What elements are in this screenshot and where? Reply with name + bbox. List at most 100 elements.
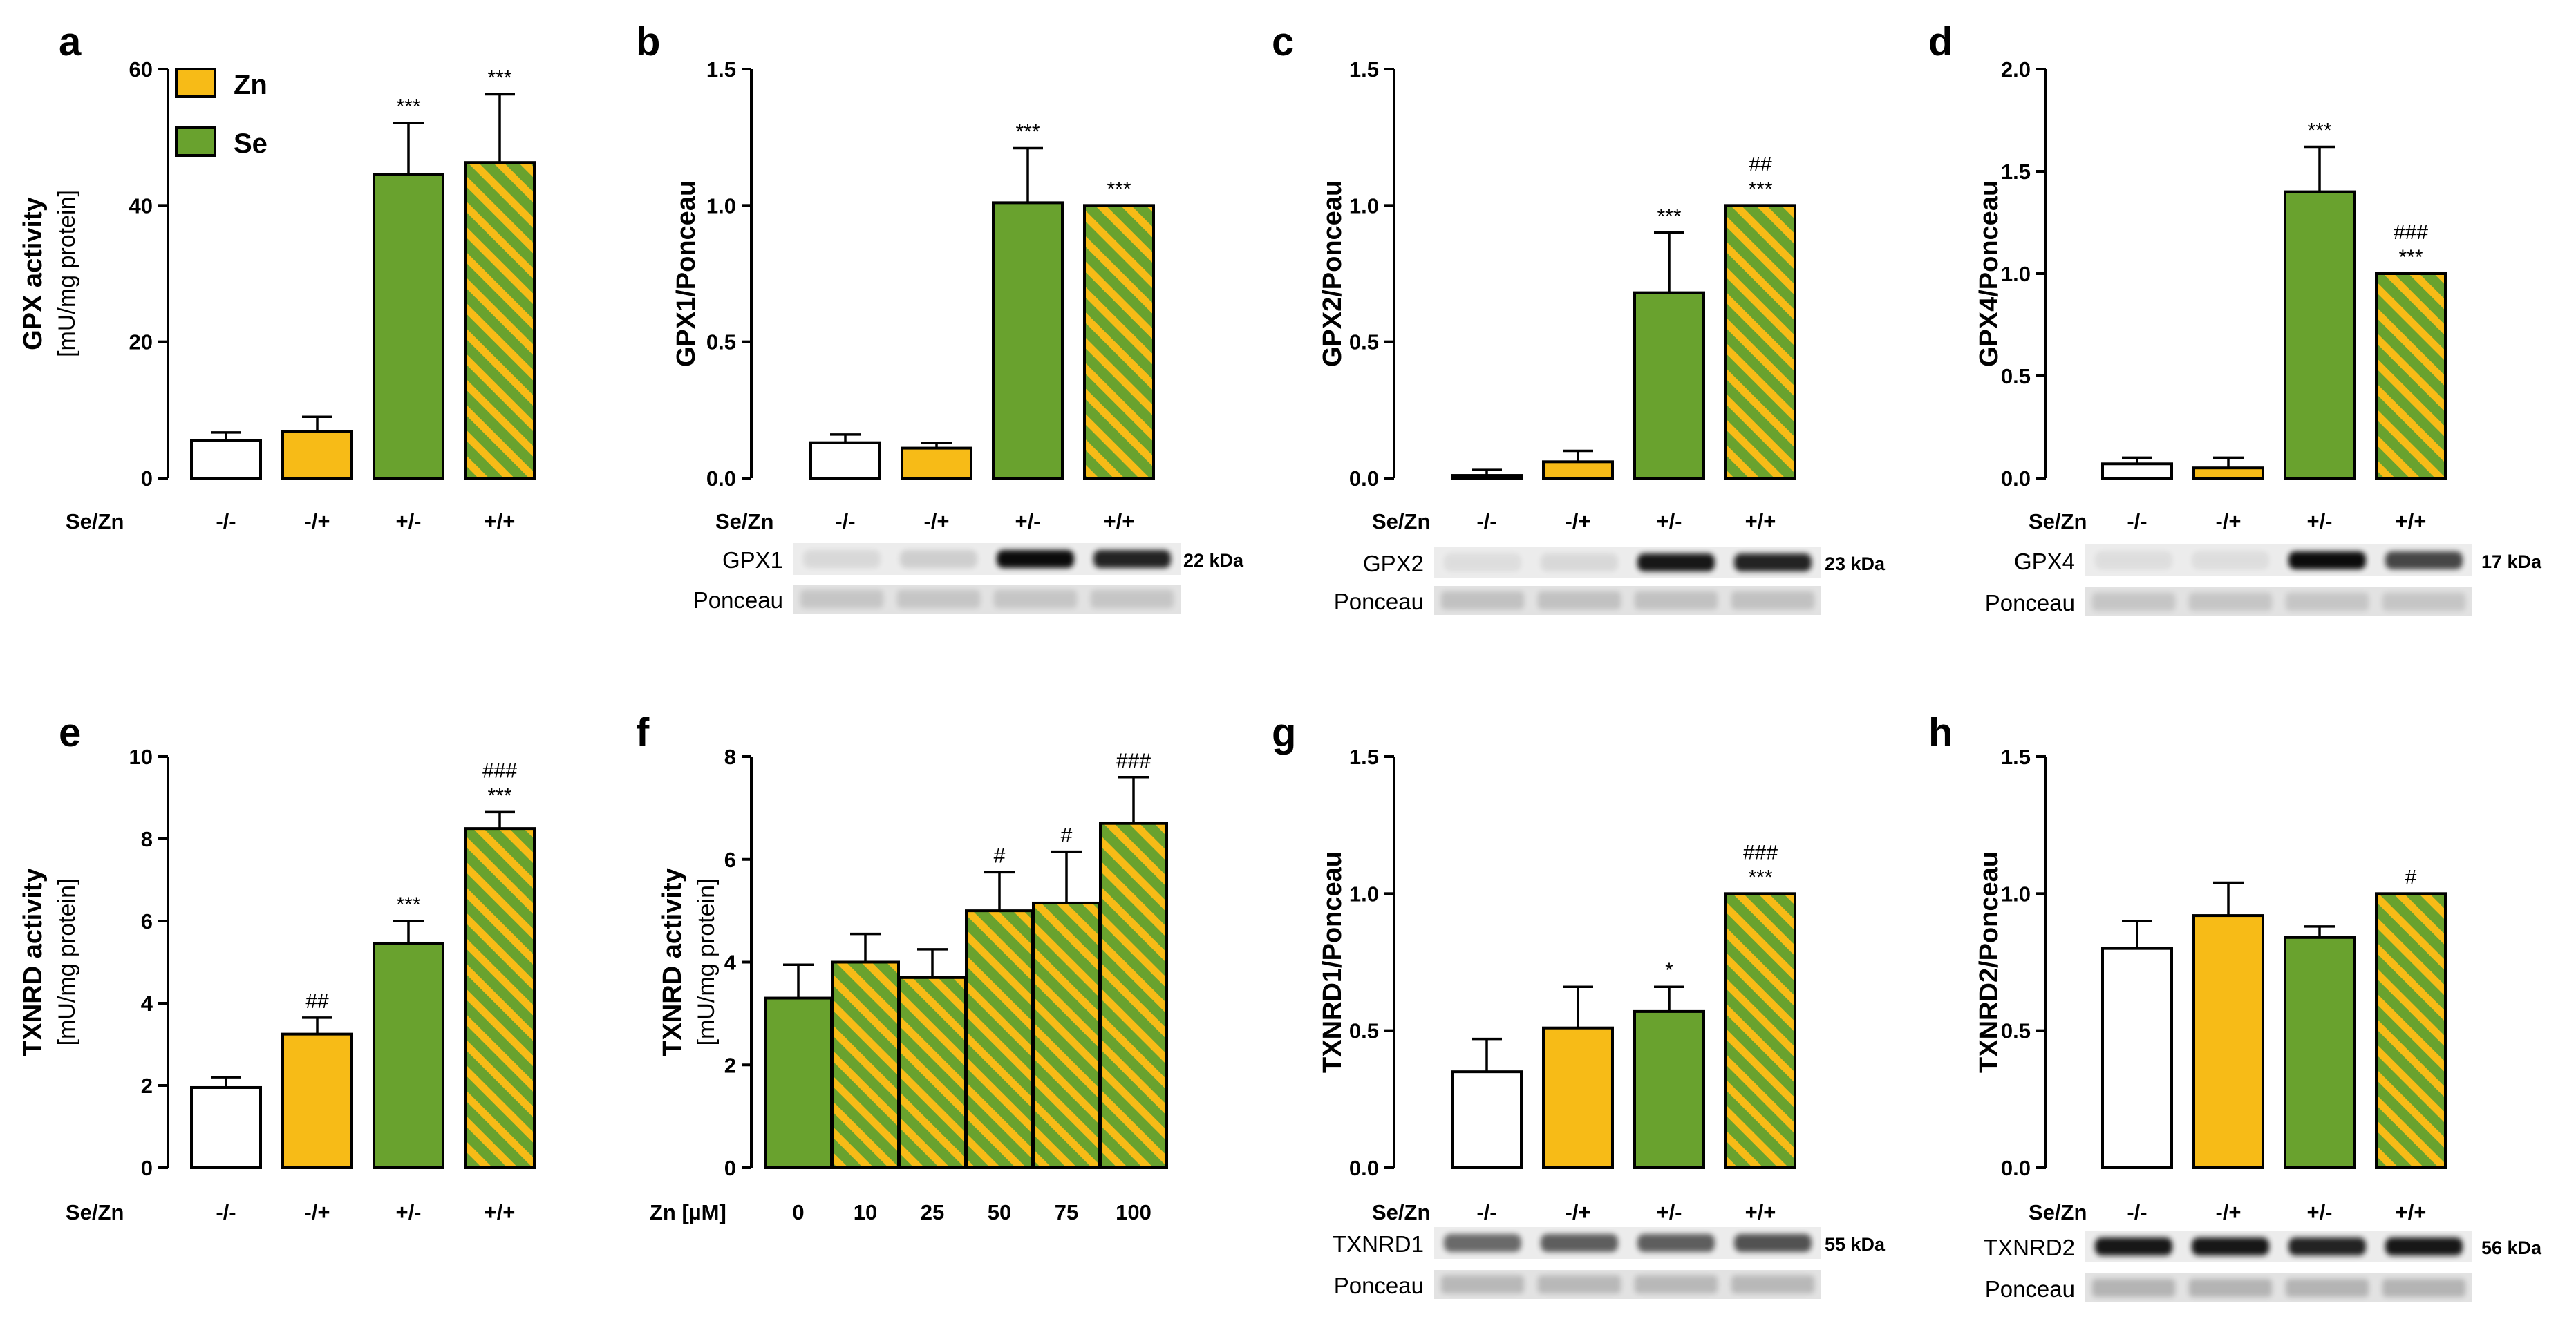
x-category-label: +/+ [485, 509, 516, 533]
y-axis-title: TXNRD1/Ponceau [1318, 851, 1347, 1073]
significance-label: *** [487, 784, 511, 807]
y-axis-title: TXNRD activity [19, 868, 48, 1056]
y-tick-label: 0.5 [2001, 364, 2031, 388]
blot-band [2192, 1237, 2269, 1255]
ponceau-band [1441, 591, 1524, 609]
x-axis-title: Se/Zn [715, 509, 773, 533]
blot-band [900, 550, 977, 568]
y-axis: 0.0 0.5 1.0 1.5 [1349, 57, 1395, 491]
panel-d: d0.00.51.01.52.0GPX4/Ponceau******###-/-… [1928, 19, 2542, 616]
y-axis: 0 2 4 6 8 10 [129, 745, 169, 1180]
blot-band [997, 550, 1074, 568]
blot-protein-label: TXNRD1 [1333, 1231, 1424, 1257]
bar-+/+ [1724, 204, 1796, 480]
y-tick-label: 1.5 [706, 57, 736, 82]
bar-series: ****### [1451, 841, 1796, 1170]
y-tick-label: 20 [129, 330, 153, 354]
y-tick-label: 1.5 [2001, 745, 2031, 769]
ponceau-band [1731, 591, 1814, 609]
bar-+/+ [464, 827, 536, 1169]
y-tick-label: 0.0 [1349, 466, 1379, 491]
bar--/+ [1542, 1026, 1614, 1169]
bar-+/+ [464, 161, 536, 480]
significance-label: ## [1749, 153, 1772, 176]
ponceau-band [2286, 1279, 2369, 1297]
y-axis-subtitle: [mU/mg protein] [693, 879, 720, 1046]
significance-label: *** [1748, 866, 1772, 889]
y-tick-label: 0.5 [1349, 330, 1379, 354]
panel-h: h 0.0 0.5 1.0 1.5 TXNRD2/Ponceau # -/- -/+ +/- +/+… [1928, 710, 2542, 1302]
legend-label: Zn [234, 70, 267, 100]
ponceau-band [1538, 1275, 1621, 1293]
x-category-label: -/- [1476, 509, 1496, 533]
bar--/- [809, 441, 881, 480]
significance-label: *** [2307, 119, 2331, 142]
blot-loading-label: Ponceau [1985, 1276, 2075, 1302]
western-blot: TXNRD1 Ponceau 55 kDa [1333, 1227, 1886, 1299]
y-tick-label: 0 [141, 466, 153, 491]
x-category-label: -/- [2127, 1200, 2147, 1224]
bar--/+ [2192, 914, 2264, 1169]
x-category-label: +/- [395, 1200, 421, 1224]
panel-e: e 0 2 4 6 8 10 TXNRD activity [mU/mg protein] ## *… [19, 710, 536, 1224]
blot-band [2095, 1237, 2172, 1255]
significance-label: ## [305, 990, 329, 1013]
significance-label: *** [396, 95, 420, 118]
bar-100 [1099, 822, 1168, 1169]
y-tick-label: 2 [724, 1053, 736, 1077]
x-category-label: +/+ [485, 1200, 516, 1224]
significance-label: *** [487, 67, 511, 90]
x-category-label: -/+ [923, 509, 949, 533]
y-tick-label: 1.0 [2001, 262, 2031, 286]
y-tick-label: 8 [724, 745, 736, 769]
bar-series: ******### [2101, 119, 2447, 480]
y-tick-label: 4 [724, 951, 737, 975]
bar-series: ##### [764, 750, 1168, 1169]
bar-series: *** *** [809, 120, 1155, 480]
x-category-label: +/- [395, 509, 421, 533]
y-tick-label: 60 [129, 57, 153, 82]
western-blot: TXNRD2 Ponceau 56 kDa [1984, 1231, 2542, 1302]
y-tick-label: 1.0 [1349, 193, 1379, 218]
bar--/+ [2192, 466, 2264, 480]
y-tick-label: 2 [141, 1074, 153, 1098]
bar--/+ [1542, 460, 1614, 480]
panel-letter: e [59, 710, 81, 755]
bar-25 [898, 976, 967, 1169]
x-category-label: 25 [921, 1200, 944, 1224]
y-tick-label: 0.0 [706, 466, 736, 491]
ponceau-band [897, 590, 980, 608]
bar--/- [2101, 462, 2173, 480]
significance-label: * [1665, 959, 1673, 982]
x-category-label: 75 [1055, 1200, 1078, 1224]
y-axis: 0 20 40 60 [129, 57, 169, 491]
blot-band [1541, 1234, 1618, 1252]
ponceau-band [1635, 591, 1718, 609]
x-category-label: +/- [1015, 509, 1040, 533]
bar--/- [1451, 474, 1523, 480]
x-axis-title: Se/Zn [66, 1200, 124, 1224]
x-axis-title: Se/Zn [1372, 509, 1430, 533]
y-tick-label: 6 [724, 848, 736, 872]
bar--/- [2101, 947, 2173, 1169]
bar--/+ [901, 446, 972, 480]
bar-+/+ [2375, 892, 2447, 1170]
ponceau-band [1538, 591, 1621, 609]
significance-label: ### [2394, 221, 2428, 244]
blot-kda-label: 56 kDa [2481, 1237, 2542, 1258]
blot-band [1734, 553, 1812, 571]
significance-label: # [2405, 866, 2417, 889]
blot-band [1093, 550, 1171, 568]
x-category-label: 0 [792, 1200, 804, 1224]
bar-+/- [1633, 1009, 1705, 1170]
y-tick-label: 8 [141, 827, 153, 851]
y-axis: 0.0 0.5 1.0 1.5 [706, 57, 753, 491]
blot-band [2385, 1237, 2463, 1255]
panel-letter: h [1928, 710, 1953, 755]
blot-band [2288, 551, 2366, 569]
y-axis-title: TXNRD activity [658, 868, 687, 1056]
y-tick-label: 40 [129, 193, 153, 218]
significance-label: *** [2398, 246, 2423, 269]
x-category-label: 50 [988, 1200, 1011, 1224]
